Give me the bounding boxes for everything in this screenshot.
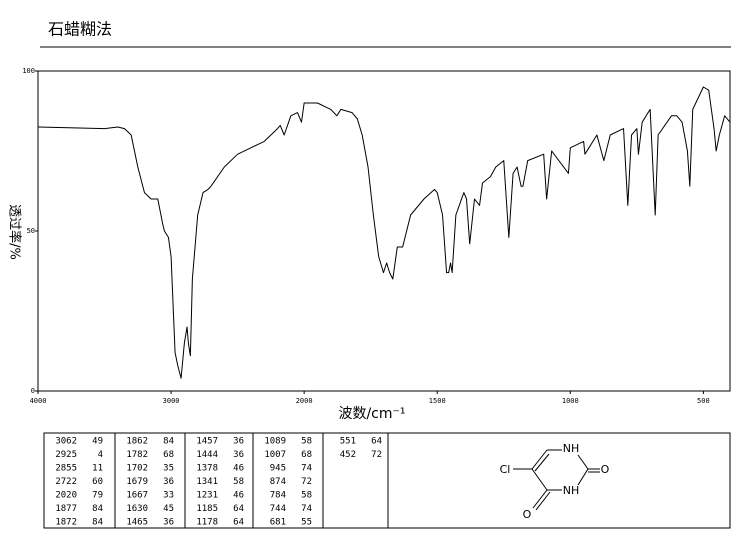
- y-tick-label: 100: [22, 67, 35, 75]
- peak-wavenumber: 1231: [196, 491, 218, 501]
- peak-wavenumber: 1444: [196, 450, 218, 460]
- plot-frame: [37, 70, 731, 392]
- peak-wavenumber: 2722: [55, 477, 77, 487]
- peak-transmittance: 84: [163, 437, 174, 447]
- peak-wavenumber: 2855: [55, 464, 77, 474]
- peak-wavenumber: 1877: [55, 504, 77, 514]
- y-tick-label: 0: [31, 387, 35, 395]
- atom-label: O: [601, 463, 610, 476]
- peak-transmittance: 72: [301, 477, 312, 487]
- peak-wavenumber: 551: [340, 437, 356, 447]
- peak-transmittance: 58: [301, 491, 312, 501]
- chart-title: 石蜡糊法: [48, 20, 112, 39]
- peak-transmittance: 60: [92, 477, 103, 487]
- peak-wavenumber: 1872: [55, 518, 77, 528]
- y-axis-label: 透过率/%: [7, 204, 23, 260]
- x-tick-label: 1000: [562, 397, 579, 405]
- peak-transmittance: 33: [163, 491, 174, 501]
- peak-transmittance: 79: [92, 491, 103, 501]
- peak-transmittance: 11: [92, 464, 103, 474]
- peak-wavenumber: 3062: [55, 437, 77, 447]
- y-tick-label: 50: [27, 227, 35, 235]
- peak-wavenumber: 744: [270, 504, 286, 514]
- peak-wavenumber: 1862: [126, 437, 148, 447]
- peak-transmittance: 74: [301, 504, 312, 514]
- x-tick-label: 3000: [163, 397, 180, 405]
- peak-transmittance: 46: [233, 491, 244, 501]
- peak-transmittance: 36: [163, 477, 174, 487]
- peak-wavenumber: 945: [270, 464, 286, 474]
- peak-wavenumber: 784: [270, 491, 286, 501]
- x-tick-label: 1500: [429, 397, 446, 405]
- peak-transmittance: 36: [163, 518, 174, 528]
- peak-wavenumber: 2925: [55, 450, 77, 460]
- peak-wavenumber: 1007: [264, 450, 286, 460]
- structure-bonds: [513, 449, 600, 511]
- peak-transmittance: 64: [233, 504, 244, 514]
- peak-transmittance: 74: [301, 464, 312, 474]
- peak-transmittance: 4: [98, 450, 103, 460]
- x-tick-label: 2000: [296, 397, 313, 405]
- peak-wavenumber: 681: [270, 518, 286, 528]
- peak-wavenumber: 1185: [196, 504, 218, 514]
- peak-wavenumber: 2020: [55, 491, 77, 501]
- peak-transmittance: 35: [163, 464, 174, 474]
- peak-wavenumber: 1702: [126, 464, 148, 474]
- peak-wavenumber: 1178: [196, 518, 218, 528]
- peak-wavenumber: 452: [340, 450, 356, 460]
- peak-wavenumber: 1457: [196, 437, 218, 447]
- peak-wavenumber: 874: [270, 477, 286, 487]
- atom-label: NH: [563, 442, 580, 455]
- atom-label: O: [523, 508, 532, 521]
- peak-transmittance: 68: [301, 450, 312, 460]
- peak-wavenumber: 1341: [196, 477, 218, 487]
- peak-transmittance: 49: [92, 437, 103, 447]
- peak-transmittance: 84: [92, 518, 103, 528]
- peak-transmittance: 36: [233, 450, 244, 460]
- peak-wavenumber: 1630: [126, 504, 148, 514]
- peak-transmittance: 55: [301, 518, 312, 528]
- peak-wavenumber: 1089: [264, 437, 286, 447]
- peak-wavenumber: 1782: [126, 450, 148, 460]
- table-frame: [43, 432, 731, 529]
- peak-wavenumber: 1667: [126, 491, 148, 501]
- peak-transmittance: 68: [163, 450, 174, 460]
- peak-wavenumber: 1465: [126, 518, 148, 528]
- peak-transmittance: 84: [92, 504, 103, 514]
- atom-label: Cl: [500, 463, 511, 476]
- table-dividers: [114, 433, 389, 528]
- spectrum-line: [37, 86, 731, 379]
- peak-transmittance: 36: [233, 437, 244, 447]
- x-tick-label: 500: [697, 397, 710, 405]
- x-axis-label: 波数/cm⁻¹: [338, 406, 405, 422]
- peak-wavenumber: 1679: [126, 477, 148, 487]
- peak-transmittance: 58: [301, 437, 312, 447]
- peak-transmittance: 58: [233, 477, 244, 487]
- x-tick-label: 4000: [30, 397, 47, 405]
- atom-label: NH: [563, 484, 580, 497]
- peak-transmittance: 72: [371, 450, 382, 460]
- peak-transmittance: 45: [163, 504, 174, 514]
- peak-transmittance: 64: [233, 518, 244, 528]
- peak-wavenumber: 1378: [196, 464, 218, 474]
- peak-transmittance: 64: [371, 437, 382, 447]
- peak-transmittance: 46: [233, 464, 244, 474]
